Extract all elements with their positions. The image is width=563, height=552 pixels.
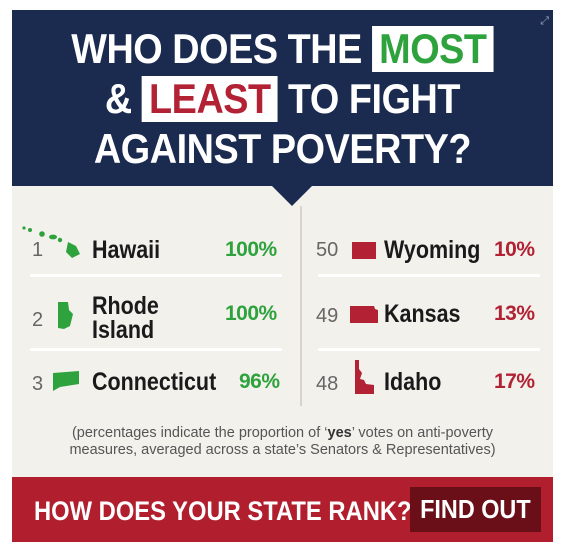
kansas-icon — [350, 306, 378, 323]
state-name-line-1: Rhode — [92, 292, 159, 320]
percent-value: 13% — [494, 302, 535, 325]
state-name: Connecticut — [92, 368, 217, 396]
hawaii-icon — [22, 226, 80, 258]
find-out-button[interactable]: FIND OUT — [410, 487, 541, 532]
percent-value: 17% — [494, 370, 535, 393]
rank-number: 2 — [32, 309, 44, 331]
headline-ampersand: & — [104, 75, 132, 122]
state-name: Kansas — [384, 300, 461, 328]
headline-pointer — [272, 186, 312, 206]
connecticut-icon — [53, 371, 79, 391]
state-name-line-2: Island — [92, 316, 155, 344]
footnote-text: (percentages indicate the proportion of … — [71, 425, 328, 441]
footnote-text: ’ votes on anti-poverty — [351, 425, 494, 441]
state-name: Wyoming — [384, 236, 481, 264]
headline-banner: ⤢ WHO DOES THE MOST & LEAST TO FIGHT AGA… — [12, 10, 553, 186]
rank-number: 1 — [32, 239, 44, 261]
row-divider — [318, 348, 540, 351]
headline-line-3: AGAINST POVERTY? — [93, 125, 472, 172]
state-name: Hawaii — [92, 236, 161, 264]
headline-line-2: & LEAST TO FIGHT — [39, 74, 526, 124]
infographic-card: ⤢ WHO DOES THE MOST & LEAST TO FIGHT AGA… — [12, 10, 553, 542]
cta-banner: HOW DOES YOUR STATE RANK? FIND OUT — [12, 477, 553, 542]
row-divider — [318, 274, 540, 277]
headline-most-box: MOST — [371, 26, 494, 72]
row-divider — [30, 348, 282, 351]
cta-text: HOW DOES YOUR STATE RANK? — [34, 496, 412, 526]
percent-value: 100% — [225, 302, 277, 325]
headline-to-fight: TO FIGHT — [287, 75, 461, 122]
footnote-line-2: measures, averaged across a state’s Sena… — [69, 442, 496, 458]
row-divider — [30, 274, 282, 277]
rank-number: 48 — [316, 373, 339, 395]
wyoming-icon — [352, 242, 376, 259]
rank-number: 50 — [316, 239, 339, 261]
find-out-label: FIND OUT — [420, 494, 531, 524]
state-name: Idaho — [384, 368, 442, 396]
headline-line-1: WHO DOES THE MOST — [39, 24, 526, 74]
rank-number: 3 — [32, 373, 44, 395]
idaho-icon — [355, 360, 374, 394]
expand-icon[interactable]: ⤢ — [540, 15, 549, 27]
percent-value: 10% — [494, 238, 535, 261]
footnote-line-1: (percentages indicate the proportion of … — [12, 425, 553, 442]
headline-prefix: WHO DOES THE — [71, 25, 362, 72]
rhode-island-icon — [58, 302, 73, 329]
footnote-yes: yes — [327, 425, 352, 441]
column-divider — [300, 206, 302, 406]
rank-number: 49 — [316, 305, 339, 327]
percent-value: 100% — [225, 238, 277, 261]
headline-least-box: LEAST — [141, 76, 278, 122]
percent-value: 96% — [239, 370, 280, 393]
